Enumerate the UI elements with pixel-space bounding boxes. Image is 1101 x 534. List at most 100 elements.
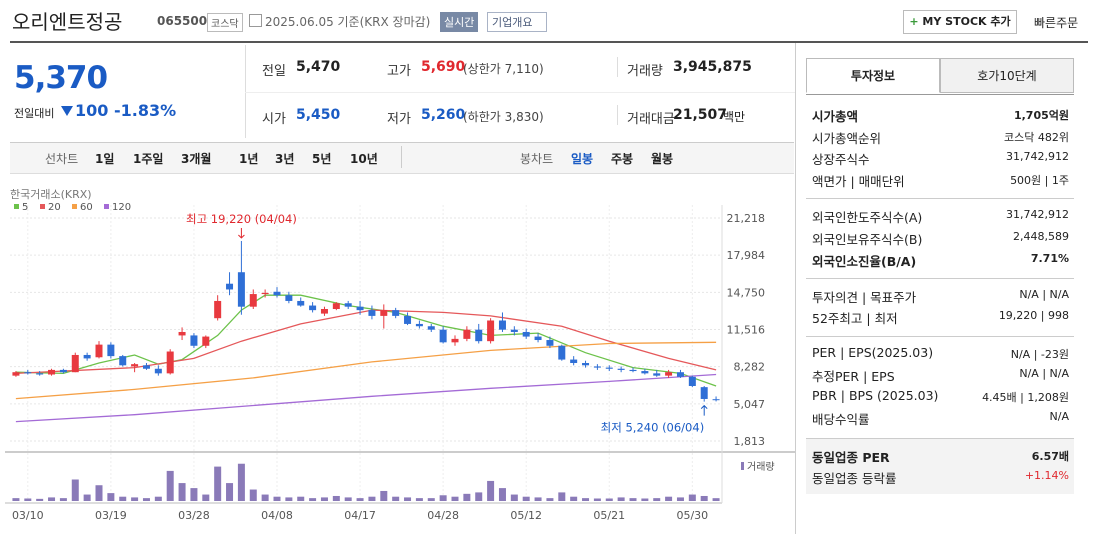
period-tab[interactable]: 3개월 — [181, 152, 212, 166]
info-label: PBR | BPS (2025.03) — [812, 387, 939, 403]
volume-bar — [190, 488, 198, 501]
info-value: N/A — [1049, 409, 1069, 423]
separator — [806, 336, 1074, 337]
candle-body — [498, 320, 506, 330]
volume-bar — [498, 488, 506, 501]
period-tab[interactable]: 5년 — [312, 152, 332, 166]
stock-code: 065500 — [157, 14, 208, 28]
legend-swatch — [40, 204, 45, 209]
candle-body — [273, 291, 281, 296]
candle-body — [439, 329, 447, 343]
overview-button[interactable]: 기업개요 — [487, 12, 548, 32]
candle-body — [558, 345, 566, 360]
candle-body — [142, 365, 150, 369]
y-tick-label: 21,218 — [727, 212, 766, 225]
volume-bar — [582, 498, 590, 501]
candle-tab[interactable]: 주봉 — [611, 152, 634, 166]
candle-body — [700, 387, 708, 399]
summary-label: 시가 — [262, 112, 286, 127]
candle-body — [451, 338, 459, 343]
annotation-arrow — [238, 227, 245, 239]
candle-body — [688, 376, 696, 386]
volume-bar — [534, 497, 542, 501]
volume-bar — [344, 497, 352, 501]
legend-label: 5 — [22, 202, 28, 213]
volume-bar — [24, 498, 32, 501]
candle-body — [344, 303, 352, 307]
divider — [245, 45, 246, 138]
candle-body — [570, 359, 578, 364]
info-value: N/A | -23원 — [1010, 348, 1069, 361]
chart-source: 한국거래소(KRX) — [10, 188, 92, 201]
info-value: 7.71% — [1030, 252, 1069, 265]
panel-divider — [795, 43, 796, 534]
summary-extra: (하한가 3,830) — [463, 110, 544, 124]
volume-bar — [356, 498, 364, 501]
candle-body — [676, 372, 684, 377]
ma-line — [15, 341, 717, 400]
volume-bar — [380, 490, 388, 501]
candle-body — [712, 399, 720, 401]
candle-body — [534, 336, 542, 341]
divider — [377, 57, 378, 77]
volume-bar — [71, 479, 79, 501]
volume-bar — [439, 495, 447, 501]
period-tab[interactable]: 1일 — [95, 152, 115, 166]
period-tab[interactable]: 10년 — [350, 152, 378, 166]
separator — [806, 198, 1074, 199]
volume-bar — [676, 497, 684, 501]
divider — [245, 92, 795, 93]
candle-body — [487, 320, 495, 342]
volume-bar — [427, 498, 435, 501]
volume-bar — [131, 497, 139, 501]
info-label: 동일업종 PER — [812, 450, 890, 465]
y-tick-label: 11,516 — [727, 323, 766, 336]
info-label: 동일업종 등락률 — [812, 471, 897, 486]
volume-bar — [487, 480, 495, 501]
quick-order[interactable]: 빠른주문 — [1034, 16, 1079, 30]
candle-body — [427, 326, 435, 330]
candle-body — [285, 295, 293, 301]
period-tab[interactable]: 1년 — [239, 152, 259, 166]
info-tab[interactable]: 호가10단계 — [940, 58, 1074, 93]
plus-icon: + — [909, 15, 923, 28]
x-tick-label: 03/28 — [178, 509, 210, 522]
volume-bar — [712, 498, 720, 501]
summary-extra: (상한가 7,110) — [463, 62, 544, 76]
summary-value: 5,470 — [296, 59, 341, 75]
volume-bar — [226, 483, 234, 501]
candle-body — [582, 363, 590, 366]
candle-body — [261, 292, 269, 295]
candle-body — [24, 372, 32, 374]
mystock-button[interactable]: + MY STOCK 추가 — [903, 10, 1017, 34]
candle-tab[interactable]: 일봉 — [571, 152, 594, 166]
candle-body — [617, 368, 625, 370]
tab-label: 선차트 — [45, 152, 79, 166]
volume-bar — [202, 494, 210, 501]
info-value: 1,705억원 — [1013, 109, 1069, 122]
volume-bar — [166, 470, 174, 501]
annotation: 최저 5,240 (06/04) — [601, 421, 705, 435]
summary-label: 고가 — [387, 64, 411, 79]
candle-body — [665, 372, 673, 376]
realtime-button[interactable]: 실시간 — [440, 12, 479, 32]
candle-body — [107, 344, 115, 357]
volume-bar — [59, 498, 67, 501]
change-rate: -1.83% — [114, 101, 177, 120]
candle-body — [522, 331, 530, 337]
period-tab[interactable]: 1주일 — [133, 152, 164, 166]
volume-bar — [653, 498, 661, 501]
annotation-arrow — [700, 404, 708, 416]
volume-bar — [570, 496, 578, 501]
period-tab[interactable]: 3년 — [275, 152, 295, 166]
volume-bar — [510, 494, 518, 501]
volume-bar — [95, 485, 103, 501]
volume-bar — [154, 496, 162, 501]
summary-value: 5,260 — [421, 107, 466, 123]
x-tick-label: 03/19 — [95, 509, 127, 522]
candle-body — [653, 373, 661, 376]
legend-swatch — [72, 204, 77, 209]
info-tab[interactable]: 투자정보 — [806, 58, 940, 93]
candle-tab[interactable]: 월봉 — [651, 152, 674, 166]
ma-line — [15, 309, 717, 375]
